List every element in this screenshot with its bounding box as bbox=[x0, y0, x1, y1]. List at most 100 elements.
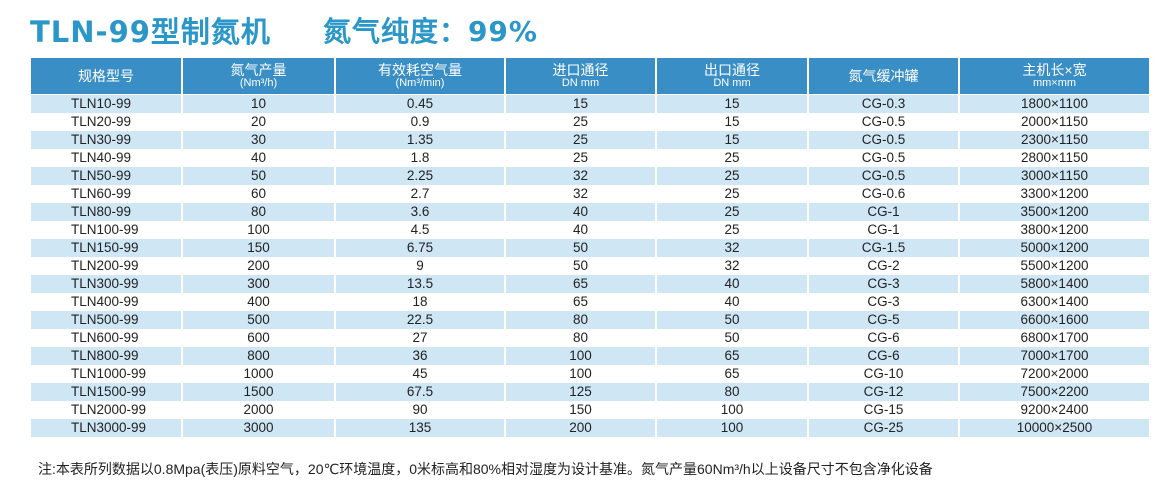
cell-air: 0.9 bbox=[334, 113, 505, 131]
cell-tank: CG-6 bbox=[807, 329, 959, 347]
cell-air: 9 bbox=[334, 257, 505, 275]
cell-air: 1.35 bbox=[334, 131, 505, 149]
cell-tank: CG-0.5 bbox=[807, 167, 959, 185]
cell-size: 3800×1200 bbox=[958, 221, 1149, 239]
cell-size: 6300×1400 bbox=[958, 293, 1149, 311]
table-row: TLN600-99 600 27 80 50 CG-6 6800×1700 bbox=[31, 329, 1149, 347]
cell-tank: CG-0.5 bbox=[807, 131, 959, 149]
cell-output: 10 bbox=[181, 94, 335, 113]
cell-inlet: 200 bbox=[504, 419, 656, 437]
cell-outlet: 50 bbox=[655, 329, 808, 347]
table-body: TLN10-99 10 0.45 15 15 CG-0.3 1800×1100 TLN20-9… bbox=[31, 94, 1149, 437]
table-row: TLN60-99 60 2.7 32 25 CG-0.6 3300×1200 bbox=[31, 185, 1149, 203]
cell-size: 7000×1700 bbox=[958, 347, 1149, 365]
table-header-row: 规格型号 氮气产量 (Nm³/h) 有效耗空气量 (Nm³/min) 进口通径 DN … bbox=[31, 58, 1149, 95]
cell-inlet: 50 bbox=[504, 239, 656, 257]
table-row: TLN40-99 40 1.8 25 25 CG-0.5 2800×1150 bbox=[31, 149, 1149, 167]
cell-output: 800 bbox=[181, 347, 335, 365]
header-label: 有效耗空气量 bbox=[378, 62, 462, 78]
cell-outlet: 100 bbox=[655, 419, 808, 437]
cell-output: 80 bbox=[181, 203, 335, 221]
cell-air: 4.5 bbox=[334, 221, 505, 239]
cell-tank: CG-3 bbox=[807, 275, 959, 293]
cell-air: 45 bbox=[334, 365, 505, 383]
cell-inlet: 100 bbox=[504, 365, 656, 383]
cell-output: 1500 bbox=[181, 383, 335, 401]
cell-output: 150 bbox=[181, 239, 335, 257]
cell-model: TLN1000-99 bbox=[31, 365, 182, 383]
cell-outlet: 65 bbox=[655, 365, 808, 383]
header-unit: DN mm bbox=[713, 77, 751, 89]
cell-outlet: 15 bbox=[655, 131, 808, 149]
cell-size: 3300×1200 bbox=[958, 185, 1149, 203]
cell-model: TLN200-99 bbox=[31, 257, 182, 275]
header-label: 规格型号 bbox=[78, 68, 134, 84]
header-outlet: 出口通径 DN mm bbox=[655, 58, 808, 95]
cell-tank: CG-1 bbox=[807, 203, 959, 221]
cell-size: 3500×1200 bbox=[958, 203, 1149, 221]
cell-size: 2000×1150 bbox=[958, 113, 1149, 131]
cell-inlet: 125 bbox=[504, 383, 656, 401]
cell-air: 1.8 bbox=[334, 149, 505, 167]
table-row: TLN30-99 30 1.35 25 15 CG-0.5 2300×1150 bbox=[31, 131, 1149, 149]
cell-air: 2.25 bbox=[334, 167, 505, 185]
table-row: TLN3000-99 3000 135 200 100 CG-25 10000×2500 bbox=[31, 419, 1149, 437]
table-row: TLN150-99 150 6.75 50 32 CG-1.5 5000×1200 bbox=[31, 239, 1149, 257]
table-row: TLN50-99 50 2.25 32 25 CG-0.5 3000×1150 bbox=[31, 167, 1149, 185]
cell-outlet: 25 bbox=[655, 221, 808, 239]
table-row: TLN1000-99 1000 45 100 65 CG-10 7200×2000 bbox=[31, 365, 1149, 383]
cell-outlet: 15 bbox=[655, 113, 808, 131]
cell-tank: CG-25 bbox=[807, 419, 959, 437]
table-row: TLN2000-99 2000 90 150 100 CG-15 9200×2400 bbox=[31, 401, 1149, 419]
cell-outlet: 80 bbox=[655, 383, 808, 401]
cell-tank: CG-2 bbox=[807, 257, 959, 275]
cell-model: TLN30-99 bbox=[31, 131, 182, 149]
header-unit: (Nm³/h) bbox=[239, 77, 278, 89]
cell-model: TLN50-99 bbox=[31, 167, 182, 185]
cell-tank: CG-0.5 bbox=[807, 149, 959, 167]
cell-tank: CG-0.6 bbox=[807, 185, 959, 203]
table-row: TLN80-99 80 3.6 40 25 CG-1 3500×1200 bbox=[31, 203, 1149, 221]
cell-air: 18 bbox=[334, 293, 505, 311]
cell-model: TLN80-99 bbox=[31, 203, 182, 221]
cell-output: 50 bbox=[181, 167, 335, 185]
cell-size: 5500×1200 bbox=[958, 257, 1149, 275]
table-row: TLN500-99 500 22.5 80 50 CG-5 6600×1600 bbox=[31, 311, 1149, 329]
title-row: TLN-99型制氮机 氮气纯度：99% bbox=[30, 8, 538, 52]
cell-model: TLN500-99 bbox=[31, 311, 182, 329]
cell-model: TLN400-99 bbox=[31, 293, 182, 311]
cell-inlet: 65 bbox=[504, 293, 656, 311]
cell-output: 30 bbox=[181, 131, 335, 149]
cell-inlet: 50 bbox=[504, 257, 656, 275]
cell-inlet: 80 bbox=[504, 329, 656, 347]
header-label: 出口通径 bbox=[704, 62, 760, 78]
cell-outlet: 40 bbox=[655, 293, 808, 311]
cell-air: 3.6 bbox=[334, 203, 505, 221]
cell-model: TLN800-99 bbox=[31, 347, 182, 365]
cell-inlet: 40 bbox=[504, 203, 656, 221]
cell-size: 5800×1400 bbox=[958, 275, 1149, 293]
cell-tank: CG-5 bbox=[807, 311, 959, 329]
header-tank: 氮气缓冲罐 bbox=[807, 58, 959, 95]
cell-output: 20 bbox=[181, 113, 335, 131]
cell-inlet: 150 bbox=[504, 401, 656, 419]
table-row: TLN20-99 20 0.9 25 15 CG-0.5 2000×1150 bbox=[31, 113, 1149, 131]
cell-model: TLN300-99 bbox=[31, 275, 182, 293]
cell-model: TLN2000-99 bbox=[31, 401, 182, 419]
cell-model: TLN20-99 bbox=[31, 113, 182, 131]
cell-tank: CG-6 bbox=[807, 347, 959, 365]
cell-inlet: 65 bbox=[504, 275, 656, 293]
cell-inlet: 25 bbox=[504, 113, 656, 131]
cell-tank: CG-1 bbox=[807, 221, 959, 239]
cell-output: 300 bbox=[181, 275, 335, 293]
cell-output: 2000 bbox=[181, 401, 335, 419]
header-unit: mm×mm bbox=[1032, 77, 1077, 89]
header-model: 规格型号 bbox=[31, 58, 182, 95]
cell-tank: CG-15 bbox=[807, 401, 959, 419]
cell-outlet: 25 bbox=[655, 185, 808, 203]
cell-size: 2300×1150 bbox=[958, 131, 1149, 149]
cell-inlet: 32 bbox=[504, 167, 656, 185]
cell-model: TLN60-99 bbox=[31, 185, 182, 203]
cell-tank: CG-1.5 bbox=[807, 239, 959, 257]
cell-tank: CG-10 bbox=[807, 365, 959, 383]
